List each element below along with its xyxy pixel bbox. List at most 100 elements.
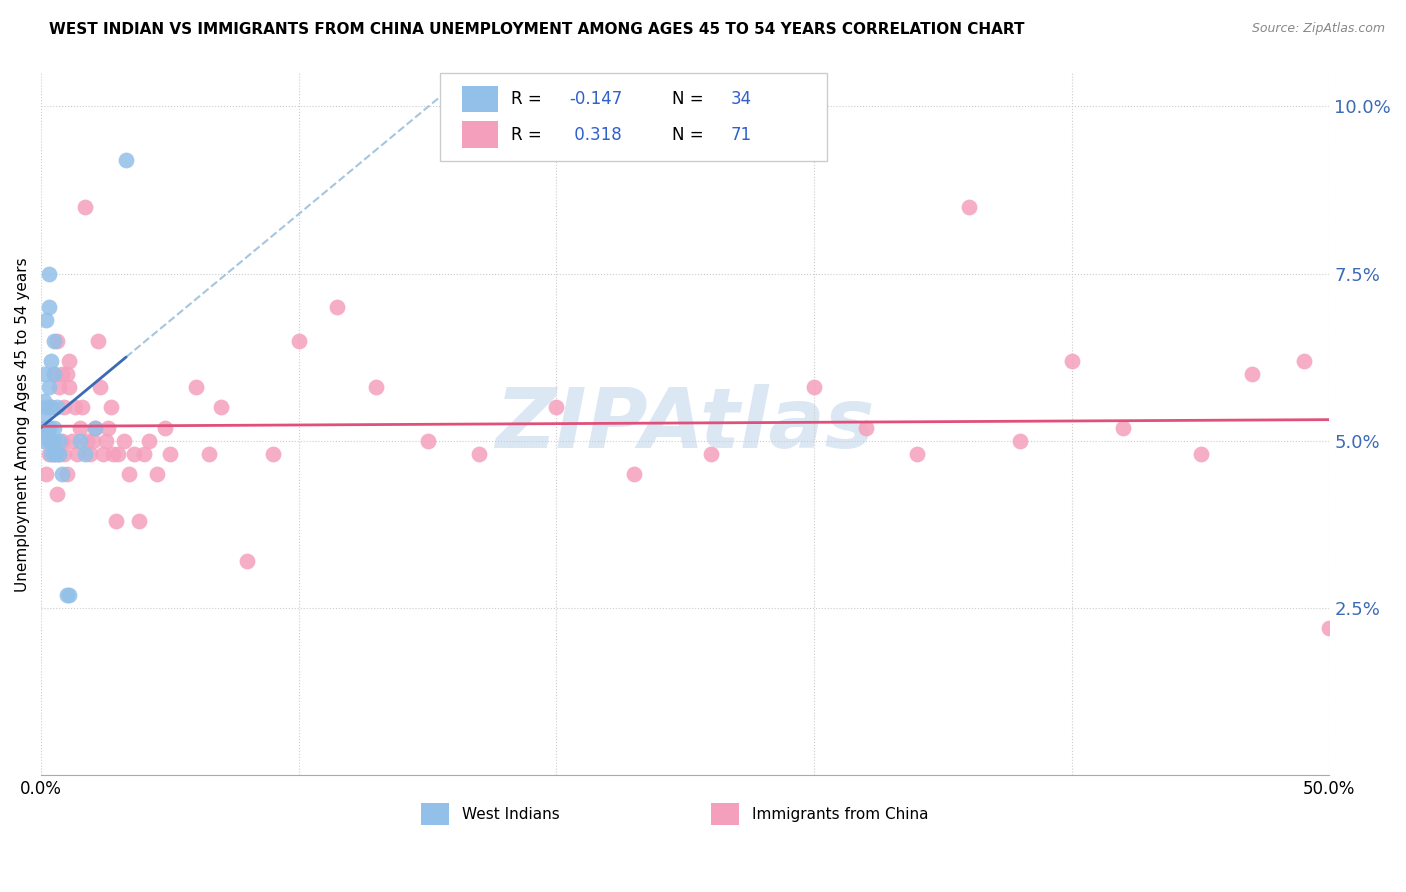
- Point: [100, 401, 122, 415]
- Point: [1292, 353, 1315, 368]
- Text: R =: R =: [512, 90, 547, 108]
- Point: [855, 420, 877, 434]
- Text: ZIPAtlas: ZIPAtlas: [495, 384, 875, 465]
- Point: [42, 367, 65, 381]
- Point: [84, 420, 107, 434]
- Point: [72, 401, 94, 415]
- Point: [184, 380, 207, 394]
- Point: [32, 393, 55, 408]
- Point: [122, 447, 145, 461]
- Point: [138, 434, 160, 448]
- Point: [41, 434, 63, 448]
- Point: [905, 447, 928, 461]
- Point: [56, 588, 79, 602]
- FancyBboxPatch shape: [463, 121, 499, 148]
- Point: [32, 407, 55, 421]
- Point: [97, 420, 120, 434]
- Point: [1319, 621, 1341, 635]
- Point: [48, 447, 70, 461]
- Point: [42, 447, 65, 461]
- Text: Immigrants from China: Immigrants from China: [752, 806, 929, 822]
- Point: [89, 380, 111, 394]
- FancyBboxPatch shape: [463, 86, 499, 112]
- Point: [69, 420, 91, 434]
- Point: [153, 420, 176, 434]
- Point: [103, 447, 125, 461]
- Point: [42, 367, 65, 381]
- Point: [1189, 447, 1212, 461]
- Point: [112, 434, 135, 448]
- Point: [58, 380, 80, 394]
- Point: [416, 434, 439, 448]
- Point: [60, 434, 83, 448]
- Text: 0.318: 0.318: [569, 126, 621, 144]
- Point: [700, 447, 723, 461]
- Point: [58, 588, 80, 602]
- Point: [87, 334, 110, 348]
- Point: [1060, 353, 1083, 368]
- Text: Source: ZipAtlas.com: Source: ZipAtlas.com: [1251, 22, 1385, 36]
- Point: [42, 420, 65, 434]
- Point: [56, 467, 79, 482]
- Point: [41, 353, 63, 368]
- Point: [69, 434, 91, 448]
- Point: [42, 334, 65, 348]
- Point: [197, 447, 219, 461]
- Point: [35, 427, 58, 442]
- Point: [35, 420, 58, 434]
- Point: [32, 434, 55, 448]
- Text: -0.147: -0.147: [569, 90, 623, 108]
- Point: [1010, 434, 1032, 448]
- Point: [41, 447, 63, 461]
- Point: [42, 447, 65, 461]
- Text: N =: N =: [672, 126, 709, 144]
- Point: [159, 447, 181, 461]
- Point: [41, 401, 63, 415]
- Point: [53, 447, 76, 461]
- Point: [104, 514, 127, 528]
- Point: [94, 434, 117, 448]
- Point: [45, 334, 67, 348]
- Point: [42, 434, 65, 448]
- Y-axis label: Unemployment Among Ages 45 to 54 years: Unemployment Among Ages 45 to 54 years: [15, 257, 30, 591]
- Text: 71: 71: [730, 126, 751, 144]
- Point: [287, 334, 309, 348]
- Point: [38, 300, 60, 314]
- Point: [38, 447, 60, 461]
- Point: [326, 300, 349, 314]
- Point: [146, 467, 169, 482]
- Point: [957, 200, 980, 214]
- Point: [66, 447, 89, 461]
- Point: [51, 467, 73, 482]
- Point: [118, 467, 141, 482]
- FancyBboxPatch shape: [440, 73, 827, 161]
- Point: [91, 447, 114, 461]
- Point: [38, 420, 60, 434]
- Point: [63, 401, 86, 415]
- Point: [546, 401, 568, 415]
- Point: [56, 367, 79, 381]
- Text: 34: 34: [730, 90, 751, 108]
- Text: R =: R =: [512, 126, 547, 144]
- Point: [38, 267, 60, 281]
- Point: [45, 401, 67, 415]
- Point: [38, 434, 60, 448]
- Point: [1241, 367, 1264, 381]
- FancyBboxPatch shape: [711, 804, 740, 824]
- Point: [48, 434, 70, 448]
- Point: [134, 447, 156, 461]
- Point: [128, 514, 150, 528]
- Text: West Indians: West Indians: [463, 806, 560, 822]
- Point: [41, 434, 63, 448]
- Point: [48, 380, 70, 394]
- Point: [35, 313, 58, 327]
- Point: [41, 401, 63, 415]
- Point: [107, 447, 129, 461]
- FancyBboxPatch shape: [422, 804, 450, 824]
- Point: [84, 420, 107, 434]
- Point: [82, 434, 104, 448]
- Point: [38, 420, 60, 434]
- Point: [45, 447, 67, 461]
- Point: [364, 380, 387, 394]
- Point: [35, 401, 58, 415]
